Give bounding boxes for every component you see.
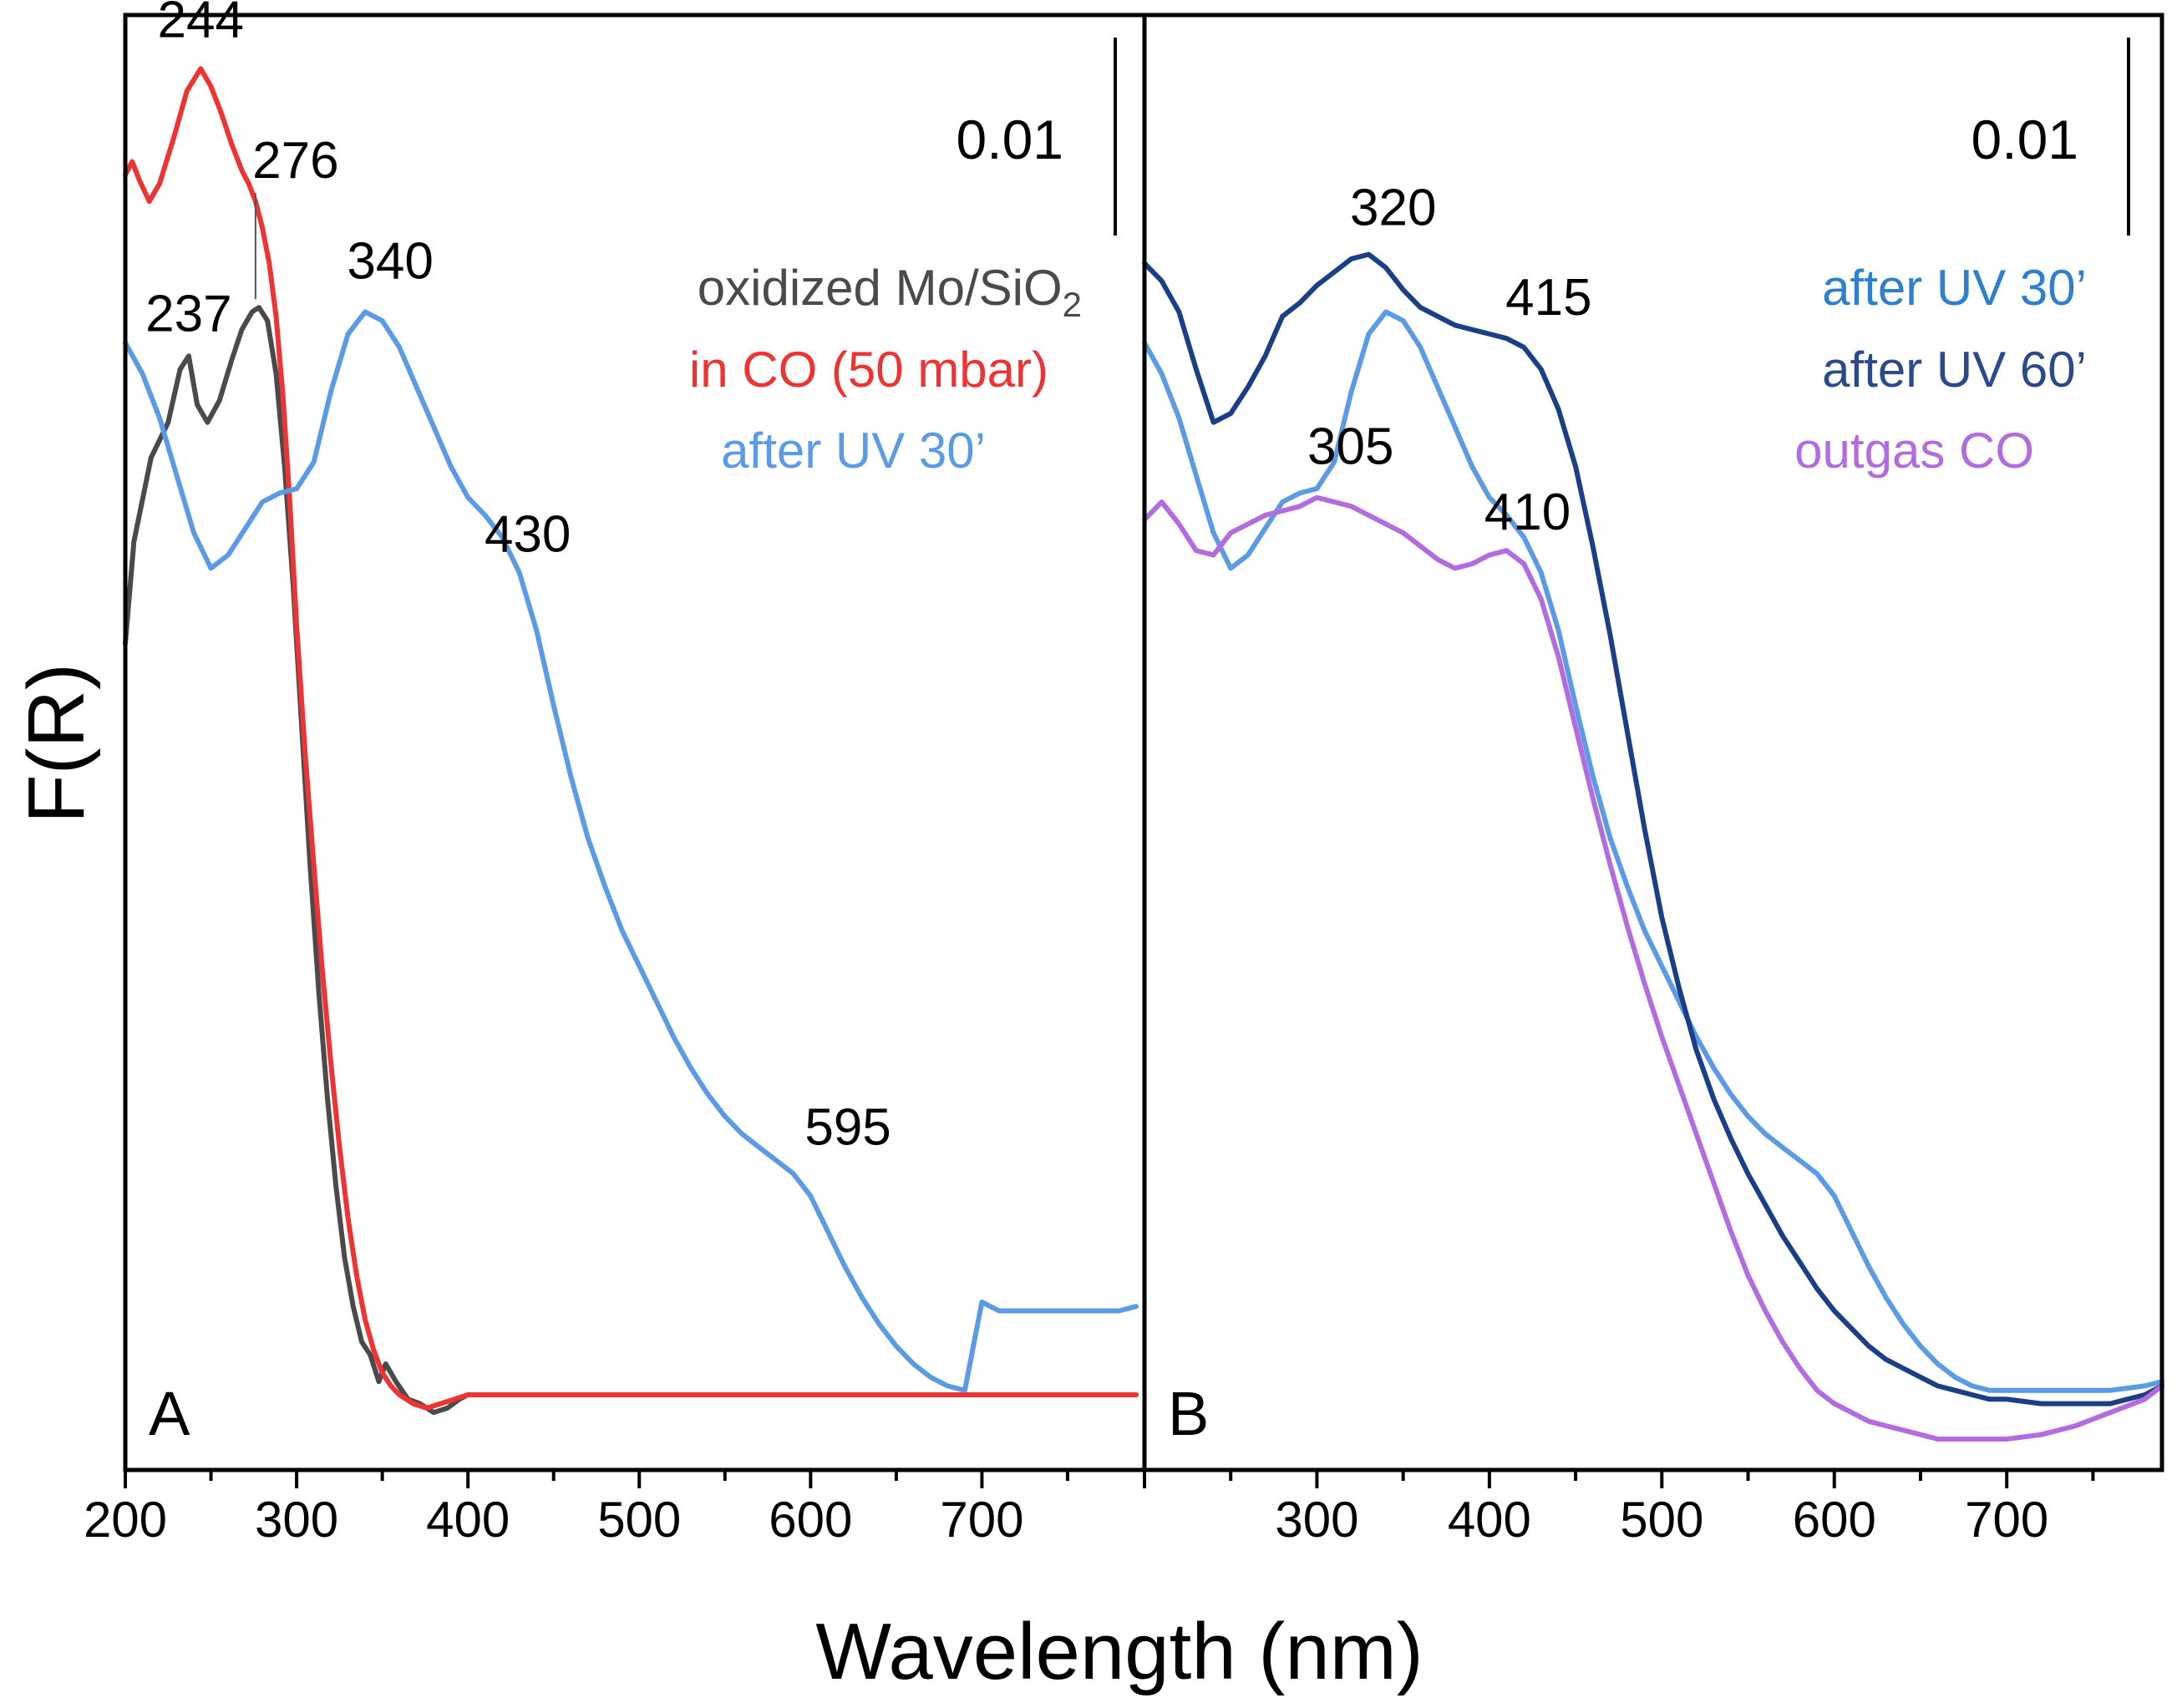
peak-label-a-276: 276 (252, 132, 338, 190)
legend-outgas-co: outgas CO (1794, 423, 2034, 479)
x-tick-label-b-500: 500 (1620, 1492, 1703, 1548)
peak-label-a-595: 595 (804, 1098, 891, 1156)
peak-label-b-305: 305 (1307, 418, 1393, 476)
panel-a-letter: A (149, 1379, 190, 1448)
peak-label-a-430: 430 (485, 506, 571, 564)
series-line-a-in-co-50-mbar (123, 66, 1139, 1411)
panel-b-frame (1142, 13, 2164, 1472)
series-line-b-outgas-co (1142, 494, 2164, 1442)
panel-a: 200 300 400 500 600 700 244 276 237 340 430 595 0.… (84, 0, 1147, 1548)
panel-b-letter: B (1168, 1379, 1209, 1448)
legend-oxidized-mo-sio2: oxidized Mo/SiO2 (698, 260, 1082, 324)
peak-label-a-244: 244 (158, 0, 244, 48)
x-tick-label-a-700: 700 (940, 1492, 1023, 1548)
legend-after-uv-60: after UV 60’ (1822, 342, 2087, 398)
x-tick-label-b-300: 300 (1275, 1492, 1358, 1548)
x-tick-label-b-700: 700 (1965, 1492, 2048, 1548)
panel-a-peak-labels: 244 276 237 340 430 595 (145, 0, 891, 1156)
legend-after-uv-30-a: after UV 30’ (721, 423, 986, 479)
x-axis-title: Wavelength (nm) (815, 1607, 1423, 1696)
x-tick-label-a-400: 400 (426, 1492, 510, 1548)
peak-label-a-237: 237 (145, 285, 231, 342)
panel-b: 300 400 500 600 700 320 415 305 410 0.01 B afte… (1142, 13, 2164, 1548)
x-tick-label-a-500: 500 (597, 1492, 681, 1548)
peak-label-b-320: 320 (1350, 180, 1436, 237)
y-axis-title: F(R) (12, 663, 101, 824)
panel-b-series (1142, 251, 2164, 1442)
series-line-b-after-uv-30 (1142, 309, 2164, 1393)
x-tick-label-a-200: 200 (84, 1492, 167, 1548)
panel-a-series (123, 66, 1139, 1416)
legend-in-co-50-mbar: in CO (50 mbar) (689, 342, 1048, 398)
x-tick-label-a-300: 300 (255, 1492, 338, 1548)
panel-a-x-ticks: 200 300 400 500 600 700 (84, 1470, 1069, 1548)
legend-after-uv-30-b: after UV 30’ (1822, 260, 2087, 316)
x-tick-label-b-600: 600 (1793, 1492, 1876, 1548)
panel-a-scale-label: 0.01 (957, 109, 1063, 170)
panel-b-legend: after UV 30’ after UV 60’ outgas CO (1794, 260, 2087, 479)
panel-a-legend: oxidized Mo/SiO2 in CO (50 mbar) after U… (689, 260, 1082, 479)
panel-b-peak-labels: 320 415 305 410 (1307, 180, 1592, 542)
panel-b-x-ticks: 300 400 500 600 700 (1143, 1470, 2095, 1548)
x-tick-label-a-600: 600 (769, 1492, 852, 1548)
peak-label-b-410: 410 (1484, 484, 1571, 541)
series-line-a-after-uv-30 (123, 309, 1139, 1393)
x-tick-label-b-400: 400 (1448, 1492, 1531, 1548)
series-line-b-after-uv-60 (1142, 251, 2164, 1406)
panel-b-scale-label: 0.01 (1971, 109, 2078, 170)
peak-label-a-340: 340 (347, 232, 433, 290)
peak-label-b-415: 415 (1505, 269, 1591, 327)
